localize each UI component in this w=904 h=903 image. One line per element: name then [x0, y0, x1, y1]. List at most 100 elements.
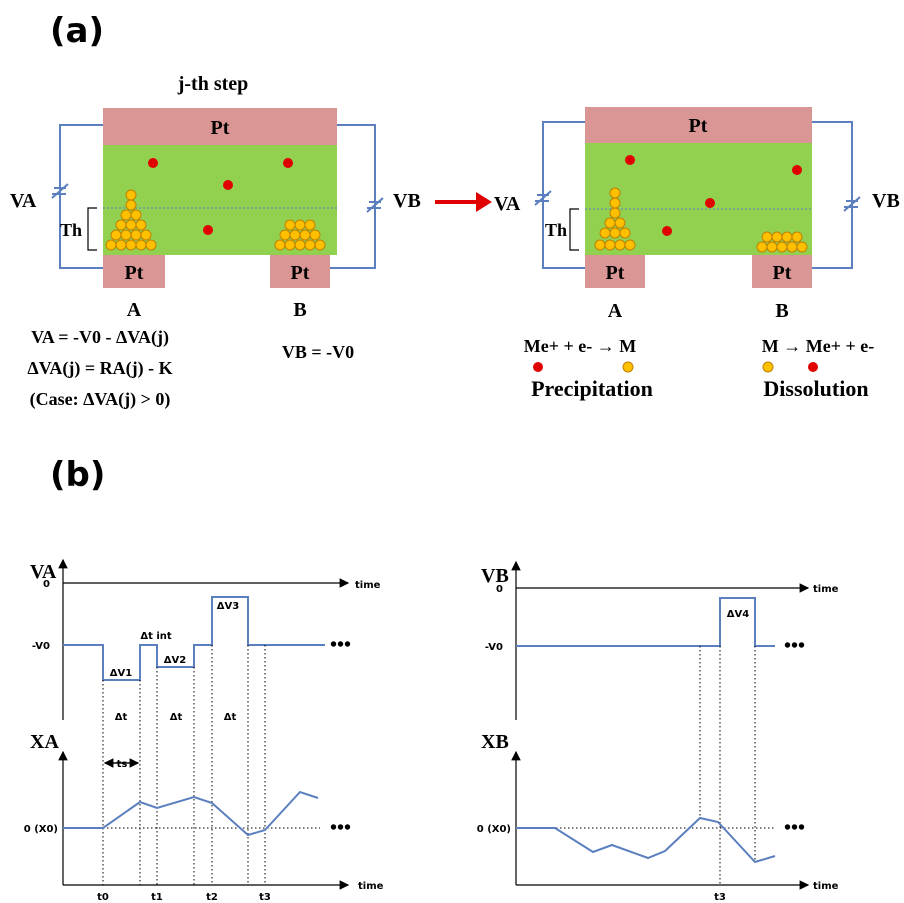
shape [605, 218, 615, 228]
shape [305, 220, 315, 230]
shape [767, 242, 777, 252]
shape [146, 240, 156, 250]
shape [615, 218, 625, 228]
shape [121, 210, 131, 220]
shape [600, 228, 610, 238]
shape [310, 230, 320, 240]
ion-icon [533, 362, 543, 372]
step-label: ΔV1 [110, 668, 132, 679]
shape [141, 230, 151, 240]
ion-icon [808, 362, 818, 372]
shape [290, 230, 300, 240]
shape [610, 208, 620, 218]
equation: ΔVA(j) = RA(j) - K [27, 358, 172, 379]
shape [116, 240, 126, 250]
shape [280, 230, 290, 240]
level-label: 0 (X0) [477, 824, 511, 835]
shape [275, 240, 285, 250]
level-label: 0 (X0) [24, 824, 58, 835]
shape [121, 230, 131, 240]
shape [295, 240, 305, 250]
time-label: time [813, 584, 839, 595]
timing-right: VB 0 -V0 time ΔV4 ••• XB 0 (X0) ••• time… [477, 562, 839, 903]
shape [662, 226, 672, 236]
reaction: M → Me+ + e- [762, 336, 874, 356]
interval-label: Δt [224, 712, 237, 723]
process-label: Dissolution [763, 376, 868, 401]
cell-right: Pt Pt Pt VA VB Th A B Me+ + e- → M M → M… [494, 107, 900, 401]
process-label: Precipitation [531, 376, 653, 401]
time-tick: t1 [151, 892, 163, 903]
electrode-label: Pt [773, 262, 792, 284]
interval-label: ts [117, 759, 128, 770]
shape [610, 228, 620, 238]
shape [136, 220, 146, 230]
shape [148, 158, 158, 168]
time-tick: t0 [97, 892, 109, 903]
state-curve [516, 818, 775, 862]
level-label: 0 [43, 579, 50, 590]
shape [126, 240, 136, 250]
voltage-waveform [516, 598, 775, 646]
interval-label: Δt int [140, 631, 172, 642]
time-label: time [358, 881, 384, 892]
node-label: B [293, 299, 306, 321]
time-markers [700, 646, 755, 885]
shape [797, 242, 807, 252]
shape [782, 232, 792, 242]
shape [615, 240, 625, 250]
figure: (a) j-th step Pt Pt Pt VA VB Th A B VA =… [0, 0, 904, 903]
voltage-label: VA [10, 190, 37, 212]
node-label: A [127, 299, 142, 321]
panel-label: (b) [50, 455, 105, 495]
ellipsis: ••• [784, 635, 805, 657]
shape [285, 220, 295, 230]
shape [772, 232, 782, 242]
step-title: j-th step [177, 73, 249, 95]
shape [605, 240, 615, 250]
level-label: 0 [496, 584, 503, 595]
shape [792, 232, 802, 242]
threshold-label: Th [60, 220, 82, 240]
equation: (Case: ΔVA(j) > 0) [30, 389, 171, 410]
shape [131, 210, 141, 220]
shape [305, 240, 315, 250]
equation: VB = -V0 [282, 342, 354, 362]
time-tick: t3 [714, 892, 726, 903]
shape [126, 200, 136, 210]
step-label: ΔV2 [164, 655, 186, 666]
time-tick: t3 [259, 892, 271, 903]
shape [787, 242, 797, 252]
shape [315, 240, 325, 250]
cell-left: j-th step Pt Pt Pt VA VB Th A B VA = -V0… [10, 73, 421, 410]
shape [705, 198, 715, 208]
shape [126, 220, 136, 230]
equation: VA = -V0 - ΔVA(j) [31, 327, 169, 348]
shape [610, 188, 620, 198]
electrode-label: Pt [291, 262, 310, 284]
shape [762, 232, 772, 242]
shape [625, 240, 635, 250]
shape [126, 190, 136, 200]
time-label: time [355, 580, 381, 591]
interval-label: Δt [115, 712, 128, 723]
shape [595, 240, 605, 250]
voltage-label: VA [494, 193, 521, 215]
shape [757, 242, 767, 252]
voltage-label: VB [872, 190, 900, 212]
shape [116, 220, 126, 230]
shape [111, 230, 121, 240]
electrode-label: Pt [689, 115, 708, 137]
electrode-label: Pt [606, 262, 625, 284]
axis-label: XA [30, 731, 59, 753]
shape [792, 165, 802, 175]
interval-label: Δt [170, 712, 183, 723]
threshold-label: Th [545, 220, 567, 240]
ellipsis: ••• [330, 634, 351, 656]
node-label: B [775, 300, 788, 322]
step-label: ΔV4 [727, 609, 749, 620]
metal-icon [763, 362, 773, 372]
shape [131, 230, 141, 240]
shape [295, 220, 305, 230]
bracket [88, 208, 97, 250]
